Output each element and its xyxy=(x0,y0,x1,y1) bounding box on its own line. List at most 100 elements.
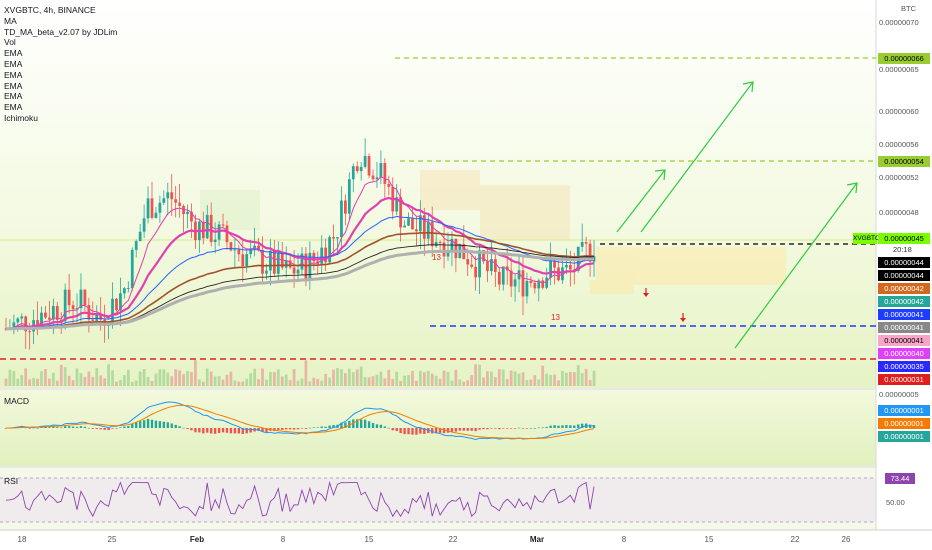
volume-bar xyxy=(276,369,280,386)
macd-histogram-bar xyxy=(328,425,331,428)
volume-bar xyxy=(178,370,182,386)
legend-ema-1[interactable]: EMA xyxy=(4,48,23,59)
macd-histogram-bar xyxy=(581,423,584,428)
volume-bar xyxy=(340,369,343,386)
macd-histogram-bar xyxy=(363,419,367,428)
volume-bar xyxy=(67,375,71,386)
candle-body xyxy=(367,156,371,176)
macd-histogram-bar xyxy=(502,428,505,429)
xtick-15b: 15 xyxy=(704,535,714,544)
macd-histogram-bar xyxy=(304,428,308,429)
candle-body xyxy=(229,242,233,251)
macd-histogram-bar xyxy=(509,428,513,429)
volume-bar xyxy=(44,369,47,386)
macd-histogram-bar xyxy=(138,421,142,428)
macd-histogram-bar xyxy=(233,428,237,434)
macd-histogram-bar xyxy=(474,428,477,432)
candle-body xyxy=(509,270,513,287)
price-tag-ema-3: 0.00000042 xyxy=(878,283,930,294)
volume-bar xyxy=(454,369,458,386)
volume-bar xyxy=(300,378,304,386)
volume-bar xyxy=(541,365,545,386)
volume-bar xyxy=(12,371,16,386)
volume-bar xyxy=(450,380,454,386)
candle-body xyxy=(288,260,292,268)
xtick-22b: 22 xyxy=(790,535,800,544)
macd-histogram-bar xyxy=(316,427,319,429)
macd-histogram-bar xyxy=(4,428,8,429)
macd-histogram-bar xyxy=(379,424,383,428)
candle-body xyxy=(422,215,426,239)
macd-histogram-bar xyxy=(229,428,233,434)
rsi-label[interactable]: RSI xyxy=(4,476,19,486)
candle-body xyxy=(316,261,320,264)
rsi-value-tag: 73.44 xyxy=(885,473,915,484)
candle-body xyxy=(525,280,529,297)
volume-bar xyxy=(553,374,556,386)
macd-histogram-bar xyxy=(359,419,363,428)
candle-body xyxy=(355,166,359,172)
candle-body xyxy=(241,254,245,266)
macd-histogram-bar xyxy=(170,423,173,428)
volume-bar xyxy=(166,372,170,386)
macd-histogram-bar xyxy=(442,428,446,434)
volume-bar xyxy=(407,375,410,386)
candle-body xyxy=(162,198,166,203)
down-arrow-1 xyxy=(643,288,649,297)
symbol-title[interactable]: XVGBTC, 4h, BINANCE xyxy=(4,5,96,15)
volume-bar xyxy=(205,368,209,386)
axis-label-3: 0.00000060 xyxy=(879,107,919,116)
candle-body xyxy=(253,245,256,250)
macd-histogram-bar xyxy=(142,420,146,428)
macd-histogram-bar xyxy=(557,425,560,428)
legend-ema-3[interactable]: EMA xyxy=(4,69,23,80)
volume-bar xyxy=(130,381,134,386)
legend-ema-2[interactable]: EMA xyxy=(4,58,23,69)
candle-body xyxy=(269,250,272,271)
legend-vol[interactable]: Vol xyxy=(4,37,16,48)
price-tag-ema-9: 0.00000035 xyxy=(878,361,930,372)
macd-histogram-bar xyxy=(131,423,134,428)
volume-bar xyxy=(32,378,35,386)
macd-histogram-bar xyxy=(115,428,118,429)
candle-body xyxy=(126,288,130,290)
volume-bar xyxy=(320,380,324,386)
legend-td-ma[interactable]: TD_MA_beta_v2.07 by JDLim xyxy=(4,26,118,37)
candle-body xyxy=(340,200,343,238)
legend-ema-6[interactable]: EMA xyxy=(4,102,23,113)
macd-histogram-bar xyxy=(545,426,548,428)
macd-histogram-bar xyxy=(28,428,31,429)
macd-histogram-bar xyxy=(166,422,169,428)
candle-body xyxy=(40,312,43,327)
candle-body xyxy=(359,166,363,172)
axis-label-4: 0.00000056 xyxy=(879,140,919,149)
macd-histogram-bar xyxy=(261,428,264,432)
candle-body xyxy=(119,293,122,311)
price-tag-target-1: 0.00000066 xyxy=(878,53,930,64)
macd-histogram-bar xyxy=(107,428,110,431)
candle-body xyxy=(261,250,264,274)
volume-bar xyxy=(253,368,256,386)
macd-histogram-bar xyxy=(158,421,162,428)
legend-ema-5[interactable]: EMA xyxy=(4,91,23,102)
volume-bar xyxy=(55,380,59,386)
volume-bar xyxy=(517,373,521,386)
legend-ichimoku[interactable]: Ichimoku xyxy=(4,112,39,123)
macd-histogram-bar xyxy=(210,428,213,434)
candle-body xyxy=(130,249,134,289)
macd-histogram-bar xyxy=(525,428,529,429)
candle-body xyxy=(265,270,268,274)
candle-body xyxy=(79,289,83,309)
volume-bar xyxy=(170,376,174,386)
candle-body xyxy=(411,218,414,230)
legend-ma[interactable]: MA xyxy=(4,15,17,26)
macd-label[interactable]: MACD xyxy=(4,396,30,406)
candle-body xyxy=(12,322,16,329)
candle-body xyxy=(59,319,63,322)
volume-bar xyxy=(383,378,387,386)
volume-bar xyxy=(174,369,178,386)
candle-body xyxy=(497,271,501,285)
price-tag-ema-5: 0.00000041 xyxy=(878,309,930,320)
legend-ema-4[interactable]: EMA xyxy=(4,80,23,91)
